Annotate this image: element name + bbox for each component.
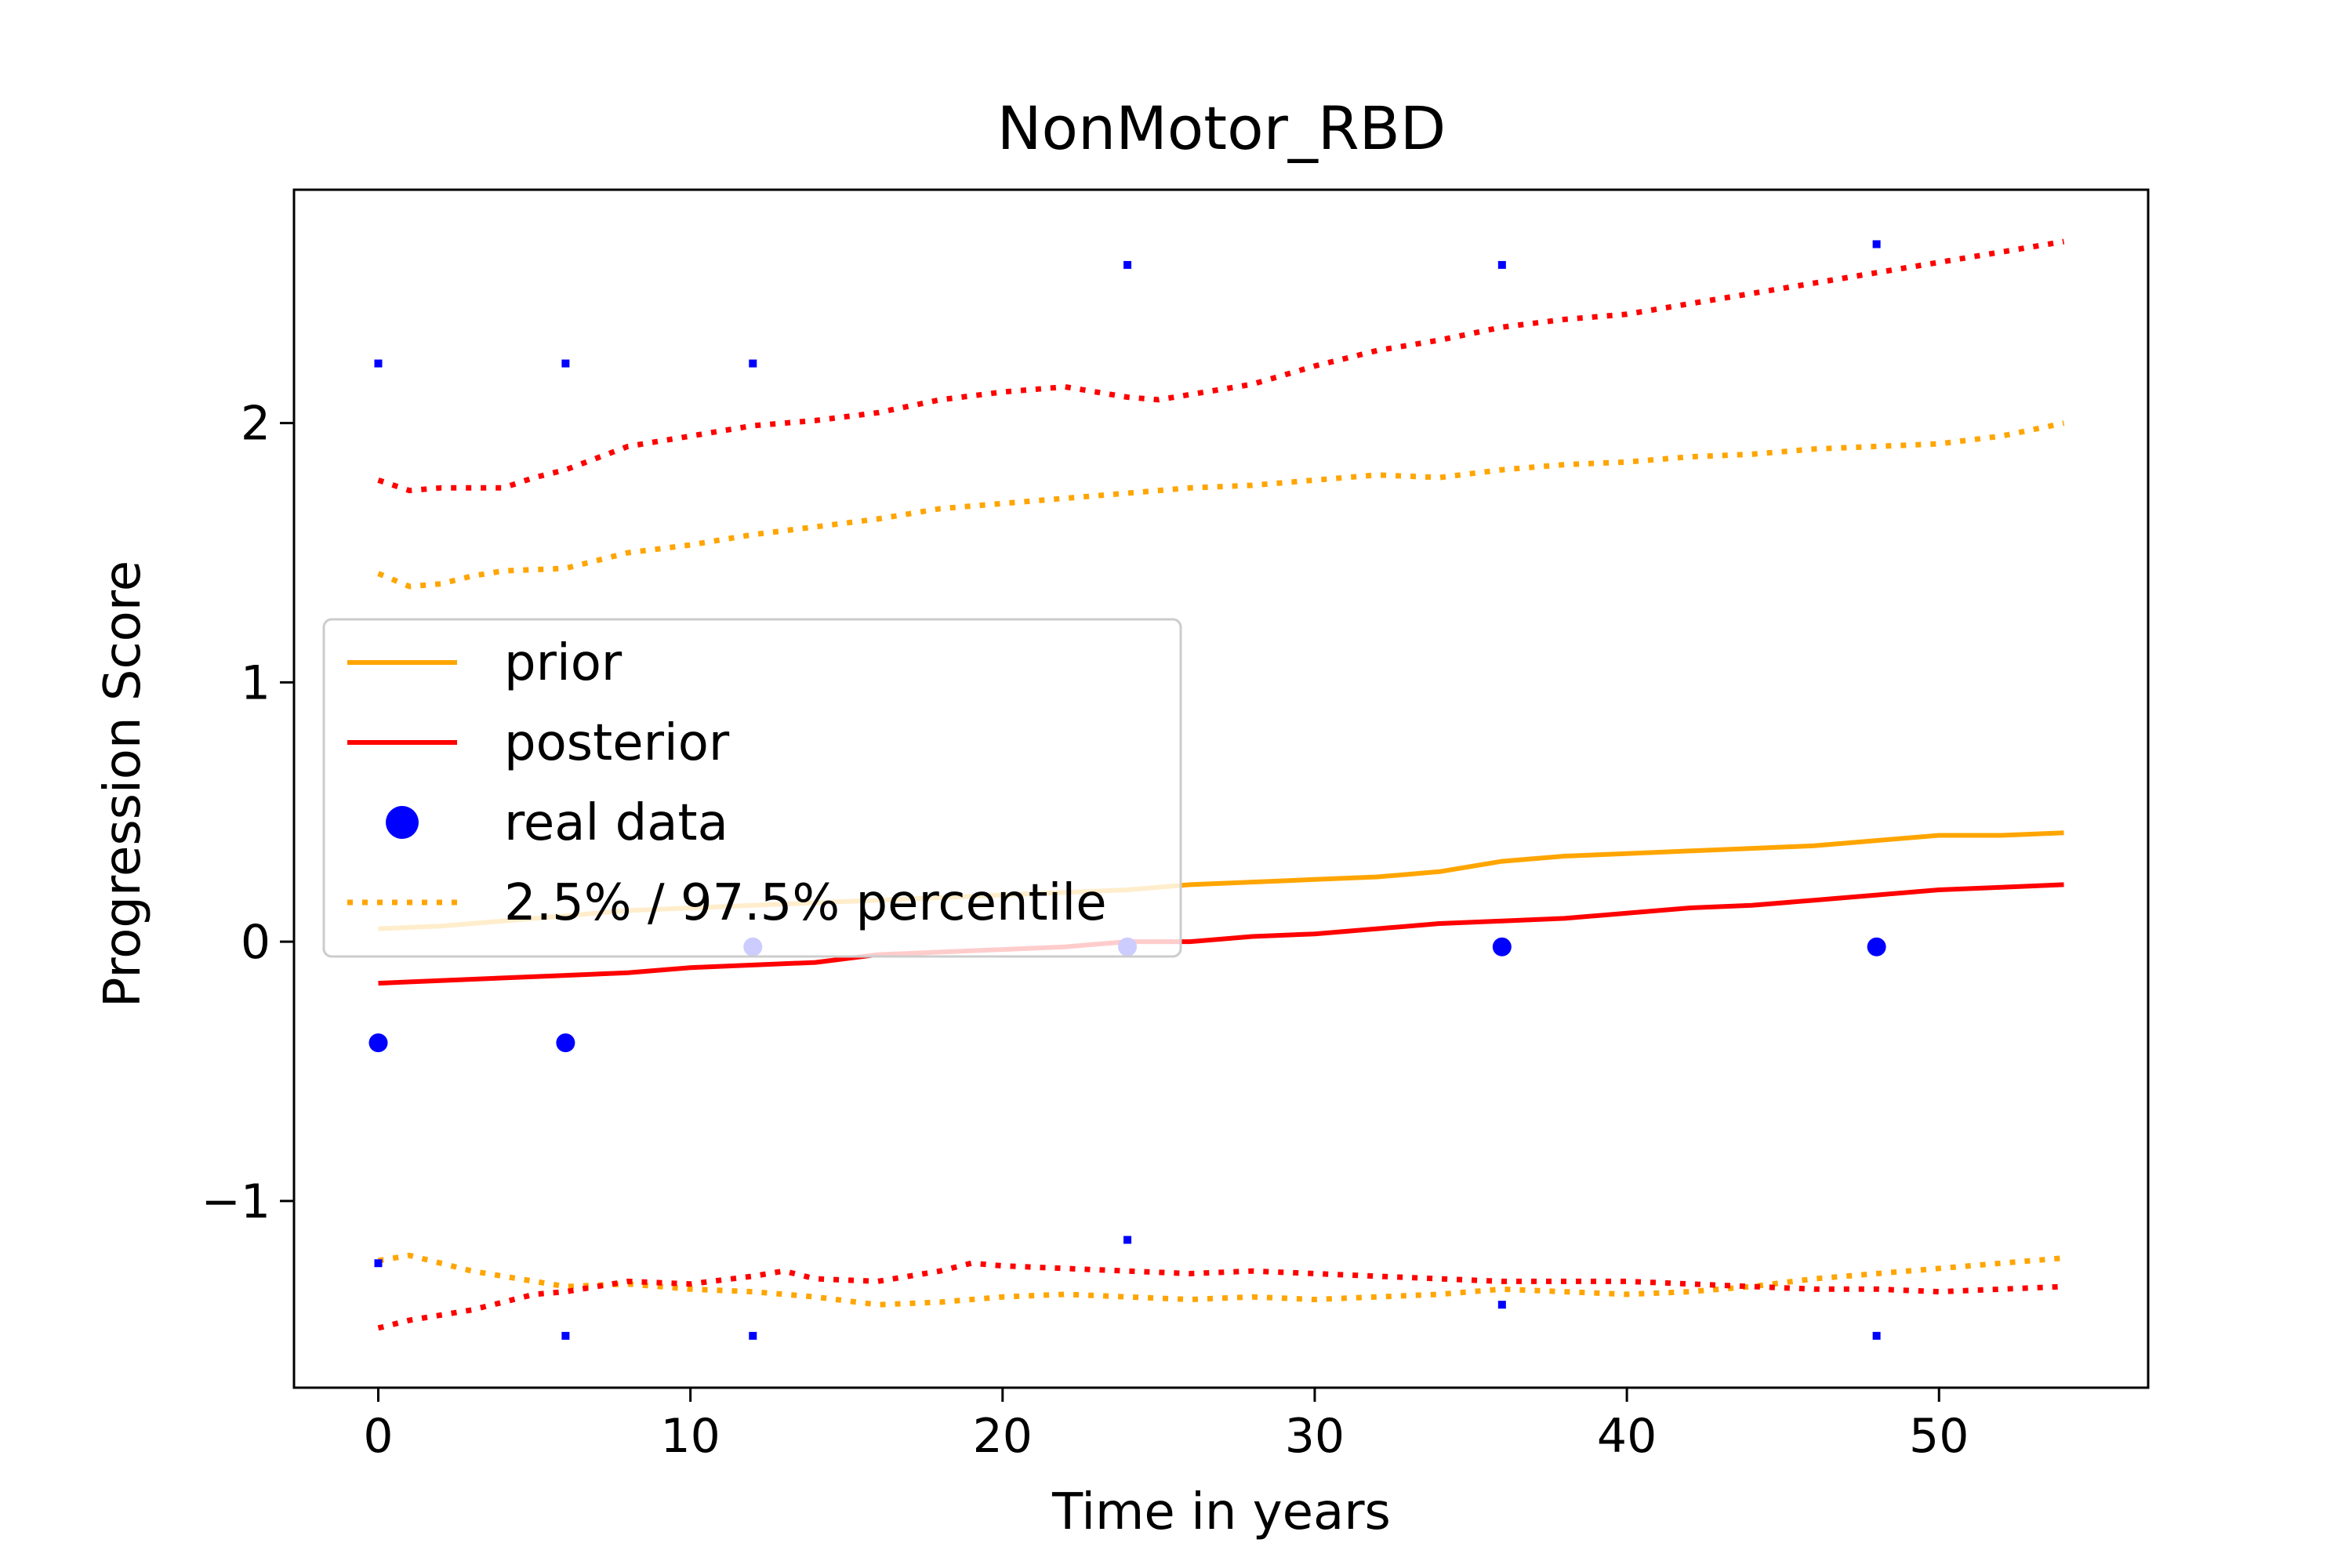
x-axis-label: Time in years: [1051, 1483, 1391, 1541]
legend-label: posterior: [504, 714, 730, 772]
real-data-point: [368, 1033, 388, 1053]
real-data-upper-point: [1497, 260, 1506, 269]
series-line-prior-97-5: [377, 420, 2065, 590]
series-line-posterior: [378, 882, 2064, 986]
real-data-point: [556, 1033, 575, 1053]
series-line-posterior-97-5: [377, 238, 2065, 494]
axes-frame: [292, 188, 2150, 1389]
chart-title: NonMotor_RBD: [997, 93, 1446, 163]
x-tick-label: 50: [1909, 1409, 1969, 1464]
real-data-lower-point: [561, 1331, 570, 1340]
y-tick-label: 1: [241, 655, 270, 710]
x-tick-label: 30: [1285, 1409, 1345, 1464]
real-data-lower-point: [749, 1331, 757, 1340]
legend: prior posterior real data 2.5% / 97.5% perc…: [322, 618, 1182, 958]
x-tick-label: 20: [973, 1409, 1033, 1464]
real-data-upper-point: [749, 359, 757, 368]
x-tick-label: 0: [363, 1409, 393, 1464]
x-tick-label: 10: [660, 1409, 720, 1464]
legend-swatch-real-data: [386, 806, 419, 839]
y-tick-label: 2: [241, 397, 270, 452]
real-data-point: [1867, 937, 1886, 956]
x-tick-label: 40: [1597, 1409, 1657, 1464]
legend-label: prior: [504, 634, 622, 692]
plot-area: 0 10 20 30 40 50 −1 0 1 2: [201, 188, 2150, 1464]
real-data-upper-point: [1123, 260, 1132, 269]
real-data-lower-point: [1872, 1331, 1881, 1340]
y-axis-label: Progression Score: [94, 561, 152, 1007]
real-data-lower-point: [1497, 1301, 1506, 1309]
real-data-lower-point: [1123, 1236, 1132, 1244]
real-data-lower-point: [374, 1259, 383, 1268]
legend-label: real data: [504, 794, 728, 852]
real-data-upper-point: [374, 359, 383, 368]
real-data-upper-point: [1872, 240, 1881, 249]
legend-label: 2.5% / 97.5% percentile: [504, 874, 1107, 932]
y-tick-label: 0: [241, 915, 270, 970]
real-data-upper-point: [561, 359, 570, 368]
series-line-prior-2-5: [377, 1252, 2064, 1308]
legend-box: [322, 618, 1182, 958]
real-data-point: [1492, 937, 1512, 956]
y-tick-label: −1: [201, 1174, 270, 1229]
